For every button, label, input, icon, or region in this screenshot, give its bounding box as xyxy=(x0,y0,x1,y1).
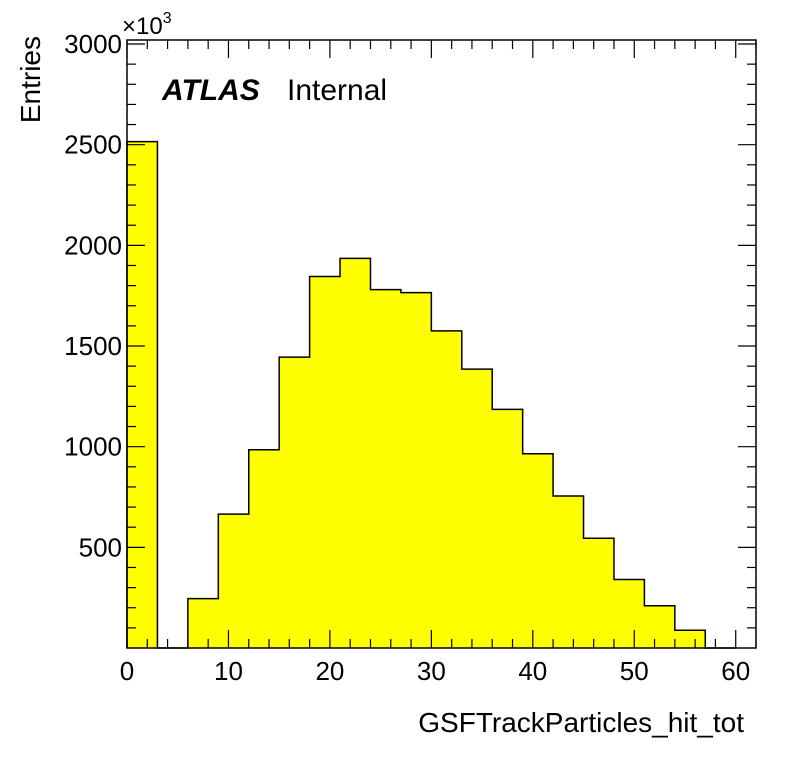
histogram-bar xyxy=(461,369,493,648)
x-tick-label: 10 xyxy=(214,656,243,686)
x-tick-label: 50 xyxy=(620,656,649,686)
y-tick-labels: 500 1000 1500 2000 2500 3000 xyxy=(64,29,122,562)
y-tick-label: 2500 xyxy=(64,130,122,160)
x-tick-label: 0 xyxy=(120,656,134,686)
axis-ticks xyxy=(126,40,757,648)
y-tick-label: 1500 xyxy=(64,331,122,361)
histogram-bar xyxy=(431,330,462,648)
histogram-bar xyxy=(613,579,645,648)
x-tick-label: 20 xyxy=(315,656,344,686)
x-tick-label: 30 xyxy=(417,656,446,686)
histogram-bar xyxy=(248,449,280,648)
histogram-outline xyxy=(126,140,736,649)
y-tick-label: 500 xyxy=(79,532,122,562)
histogram-bar xyxy=(644,605,675,648)
histogram-bar xyxy=(553,496,584,648)
histogram-bar xyxy=(279,357,310,648)
histogram-bar xyxy=(492,409,523,648)
histogram-bar xyxy=(309,276,341,648)
y-axis-title: Entries xyxy=(15,36,46,123)
x-tick-label: 40 xyxy=(518,656,547,686)
histogram-bars xyxy=(126,140,736,649)
x-tick-label: 60 xyxy=(721,656,750,686)
histogram-bar xyxy=(400,292,432,648)
atlas-label: ATLAS xyxy=(161,74,260,107)
histogram-bar xyxy=(370,289,401,648)
histogram-bar xyxy=(522,453,554,648)
y-tick-label: 2000 xyxy=(64,230,122,260)
plot-frame xyxy=(126,39,757,649)
x-tick-labels: 0 10 20 30 40 50 60 xyxy=(120,656,750,686)
y-multiplier: ×103 xyxy=(122,10,172,40)
histogram-bar xyxy=(218,514,249,648)
internal-label: Internal xyxy=(287,74,387,107)
histogram-bar xyxy=(674,630,706,648)
histogram-bar xyxy=(583,538,614,648)
x-axis-title: GSFTrackParticles_hit_tot xyxy=(418,707,744,738)
histogram-bar xyxy=(187,598,219,648)
y-tick-label: 3000 xyxy=(64,29,122,59)
histogram-bar xyxy=(127,141,158,648)
histogram-bar xyxy=(340,258,371,648)
y-tick-label: 1000 xyxy=(64,432,122,462)
